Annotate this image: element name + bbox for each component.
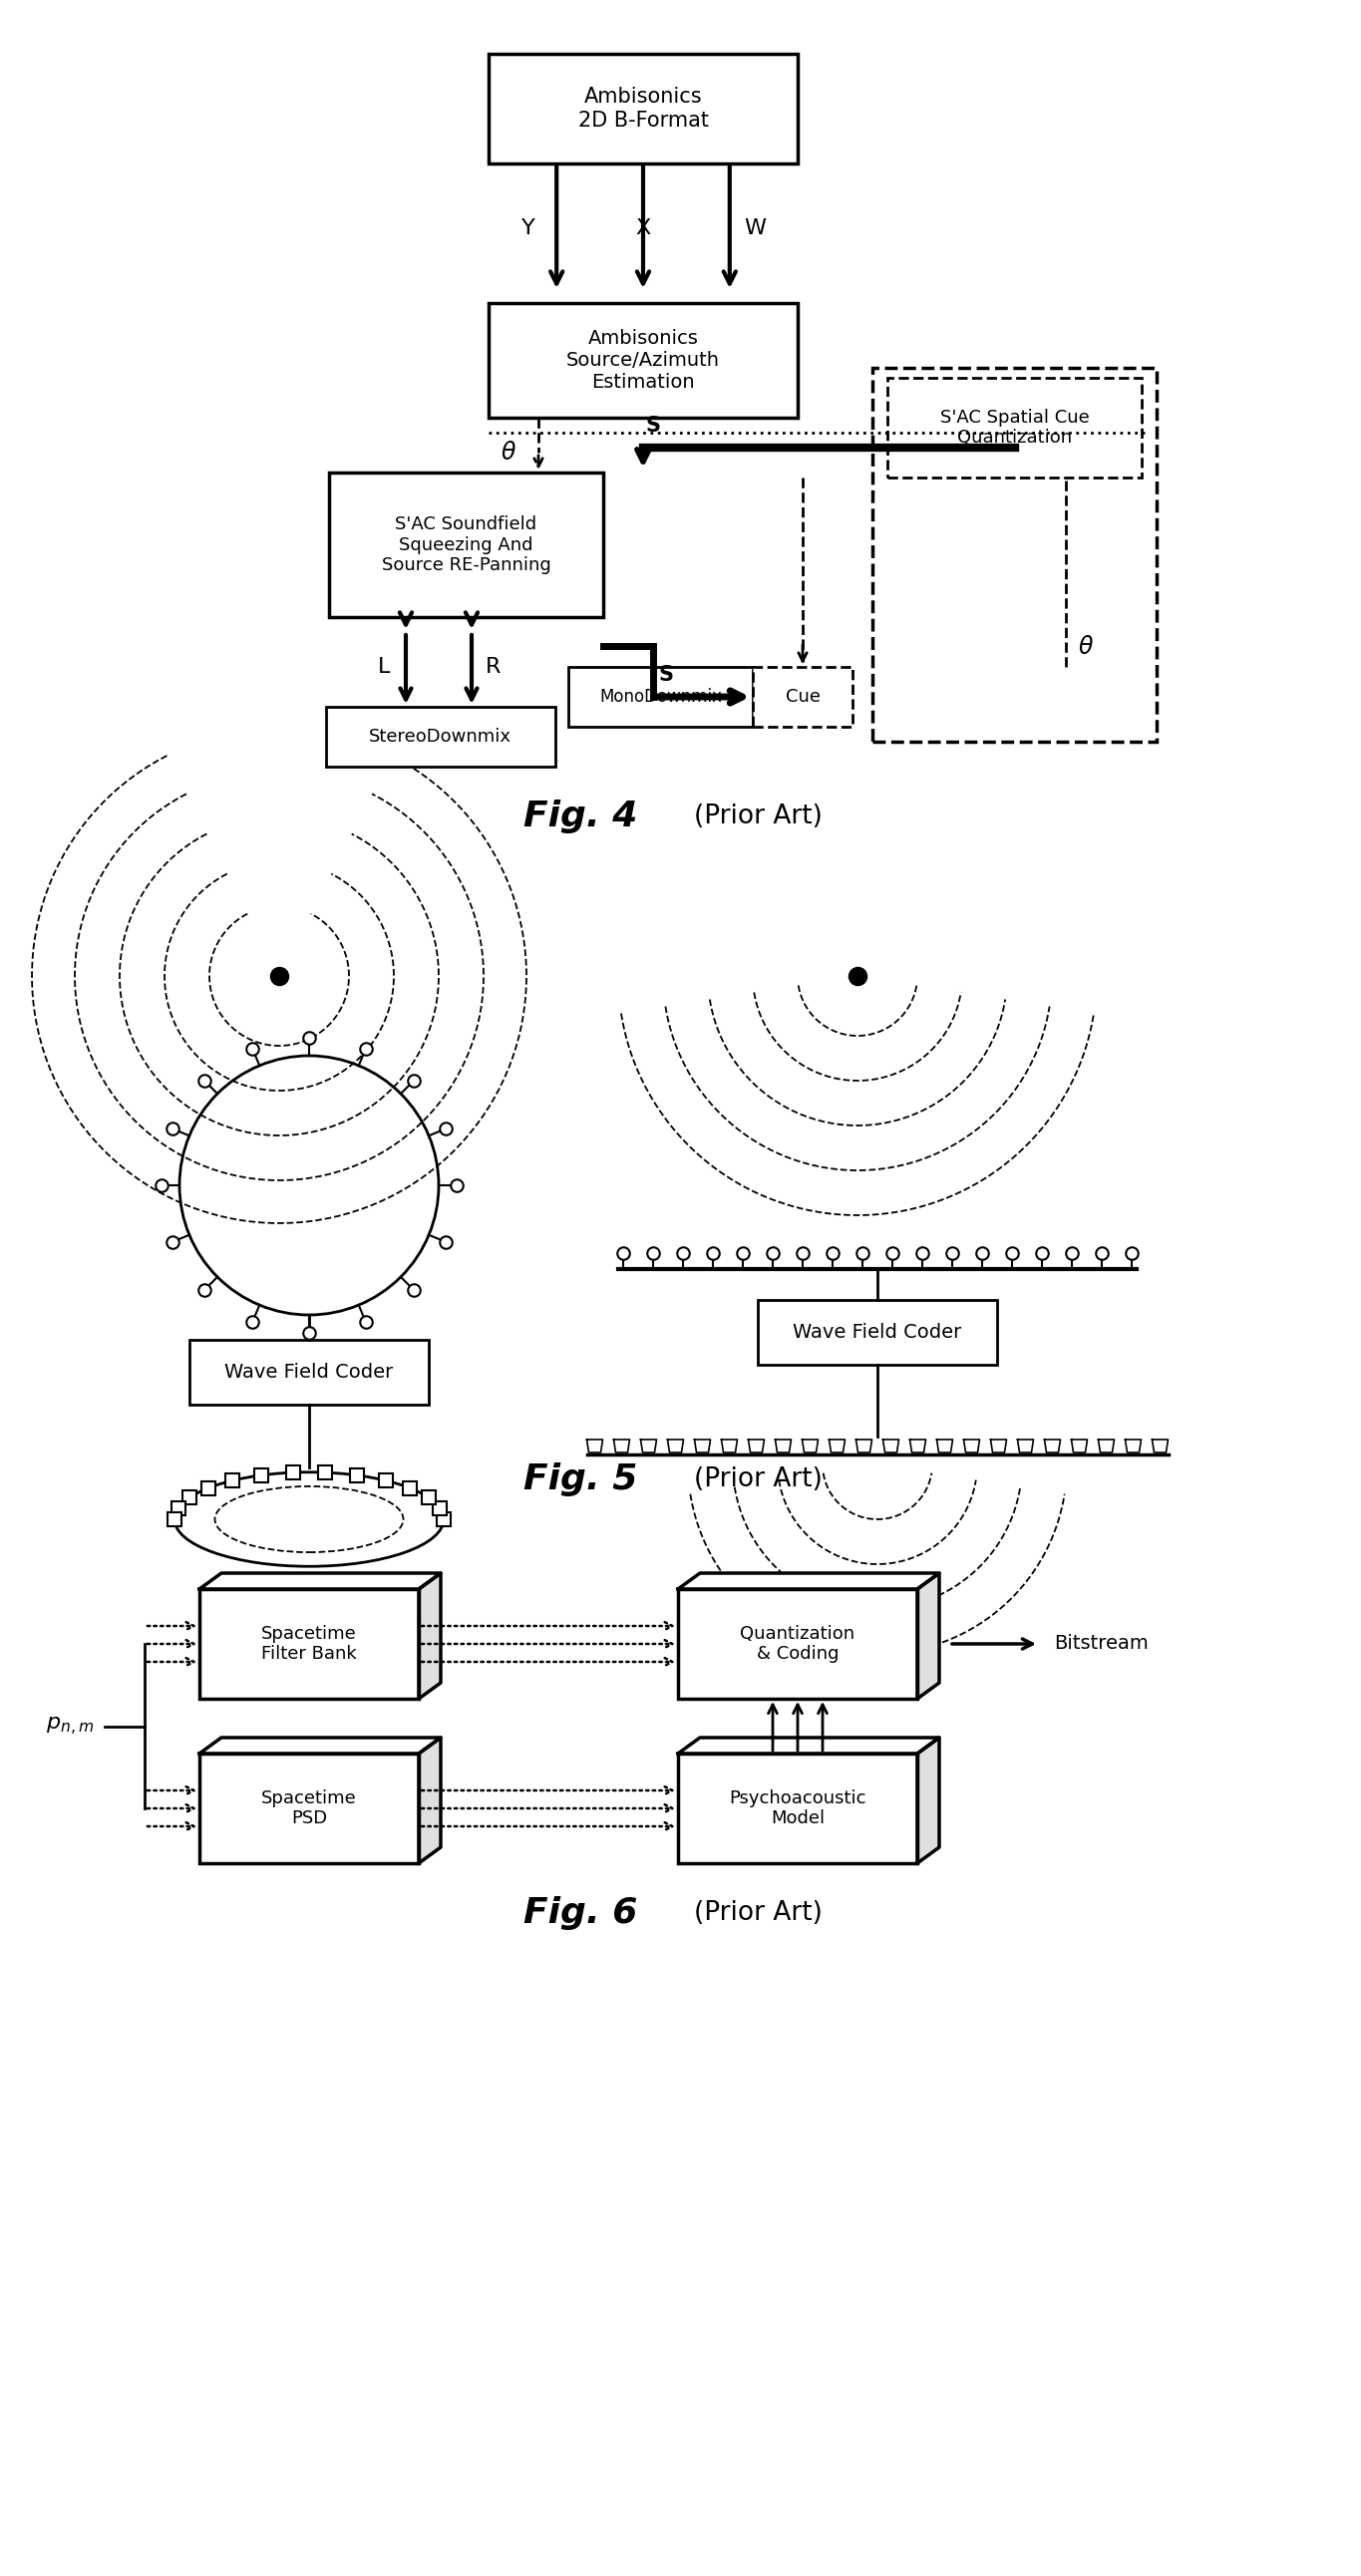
FancyBboxPatch shape <box>189 1340 429 1404</box>
Text: Ambisonics
Source/Azimuth
Estimation: Ambisonics Source/Azimuth Estimation <box>566 330 720 392</box>
Text: StereoDownmix: StereoDownmix <box>369 729 512 744</box>
Polygon shape <box>1044 1440 1060 1453</box>
Text: (Prior Art): (Prior Art) <box>694 804 822 829</box>
Polygon shape <box>909 1440 925 1453</box>
Text: S'AC Spatial Cue
Quantization: S'AC Spatial Cue Quantization <box>940 410 1089 448</box>
Text: S: S <box>645 415 660 435</box>
Polygon shape <box>614 1440 630 1453</box>
Polygon shape <box>964 1440 980 1453</box>
FancyBboxPatch shape <box>887 379 1142 477</box>
Polygon shape <box>917 1574 939 1698</box>
Text: Bitstream: Bitstream <box>1053 1633 1149 1654</box>
Text: θ: θ <box>1078 636 1093 659</box>
Polygon shape <box>1153 1440 1168 1453</box>
FancyBboxPatch shape <box>378 1473 392 1486</box>
FancyBboxPatch shape <box>422 1492 436 1504</box>
FancyBboxPatch shape <box>201 1481 215 1494</box>
Polygon shape <box>776 1440 791 1453</box>
Polygon shape <box>1071 1440 1087 1453</box>
Polygon shape <box>678 1739 939 1754</box>
FancyBboxPatch shape <box>569 667 753 726</box>
Polygon shape <box>587 1440 603 1453</box>
FancyBboxPatch shape <box>255 1468 268 1481</box>
Text: $p_{n,m}$: $p_{n,m}$ <box>46 1716 94 1736</box>
Text: Spacetime
Filter Bank: Spacetime Filter Bank <box>261 1625 357 1664</box>
FancyBboxPatch shape <box>678 1754 917 1862</box>
FancyBboxPatch shape <box>182 1492 197 1504</box>
Text: (Prior Art): (Prior Art) <box>694 1466 822 1492</box>
Text: X: X <box>636 219 651 237</box>
Polygon shape <box>829 1440 845 1453</box>
Text: Y: Y <box>521 219 535 237</box>
Text: θ: θ <box>501 440 516 464</box>
Text: Fig. 4: Fig. 4 <box>523 799 637 835</box>
Polygon shape <box>694 1440 710 1453</box>
Text: Ambisonics
2D B-Format: Ambisonics 2D B-Format <box>578 88 709 131</box>
FancyBboxPatch shape <box>286 1466 299 1479</box>
Polygon shape <box>419 1574 441 1698</box>
FancyBboxPatch shape <box>489 304 798 417</box>
Text: Fig. 5: Fig. 5 <box>523 1463 637 1497</box>
Text: W: W <box>743 219 765 237</box>
Polygon shape <box>802 1440 818 1453</box>
Polygon shape <box>1126 1440 1141 1453</box>
Polygon shape <box>1098 1440 1115 1453</box>
FancyBboxPatch shape <box>437 1512 450 1525</box>
Polygon shape <box>936 1440 953 1453</box>
Text: R: R <box>486 657 501 677</box>
FancyBboxPatch shape <box>758 1301 998 1365</box>
Polygon shape <box>419 1739 441 1862</box>
FancyBboxPatch shape <box>489 54 798 162</box>
Text: Fig. 6: Fig. 6 <box>523 1896 637 1929</box>
Polygon shape <box>883 1440 898 1453</box>
Text: Quantization
& Coding: Quantization & Coding <box>740 1625 855 1664</box>
Polygon shape <box>667 1440 683 1453</box>
Polygon shape <box>721 1440 738 1453</box>
FancyBboxPatch shape <box>226 1473 240 1486</box>
FancyBboxPatch shape <box>171 1502 185 1515</box>
Polygon shape <box>856 1440 872 1453</box>
FancyBboxPatch shape <box>678 1589 917 1698</box>
FancyBboxPatch shape <box>329 471 603 618</box>
Text: S'AC Soundfield
Squeezing And
Source RE-Panning: S'AC Soundfield Squeezing And Source RE-… <box>381 515 551 574</box>
Text: L: L <box>378 657 391 677</box>
Polygon shape <box>991 1440 1007 1453</box>
FancyBboxPatch shape <box>433 1502 446 1515</box>
Text: (Prior Art): (Prior Art) <box>694 1901 822 1927</box>
Polygon shape <box>678 1574 939 1589</box>
FancyBboxPatch shape <box>403 1481 416 1494</box>
Text: Spacetime
PSD: Spacetime PSD <box>261 1790 357 1829</box>
Polygon shape <box>200 1739 441 1754</box>
Text: Psychoacoustic
Model: Psychoacoustic Model <box>729 1790 866 1829</box>
Text: MonoDownmix: MonoDownmix <box>599 688 721 706</box>
Text: Wave Field Coder: Wave Field Coder <box>225 1363 393 1381</box>
Text: S: S <box>659 665 674 685</box>
FancyBboxPatch shape <box>753 667 852 726</box>
Text: Cue: Cue <box>785 688 821 706</box>
FancyBboxPatch shape <box>167 1512 181 1525</box>
FancyBboxPatch shape <box>200 1754 419 1862</box>
Polygon shape <box>917 1739 939 1862</box>
Polygon shape <box>641 1440 656 1453</box>
Text: Wave Field Coder: Wave Field Coder <box>793 1324 962 1342</box>
FancyBboxPatch shape <box>200 1589 419 1698</box>
Polygon shape <box>749 1440 765 1453</box>
FancyBboxPatch shape <box>325 706 555 768</box>
Polygon shape <box>200 1574 441 1589</box>
FancyBboxPatch shape <box>350 1468 363 1481</box>
FancyBboxPatch shape <box>318 1466 332 1479</box>
Polygon shape <box>1018 1440 1033 1453</box>
